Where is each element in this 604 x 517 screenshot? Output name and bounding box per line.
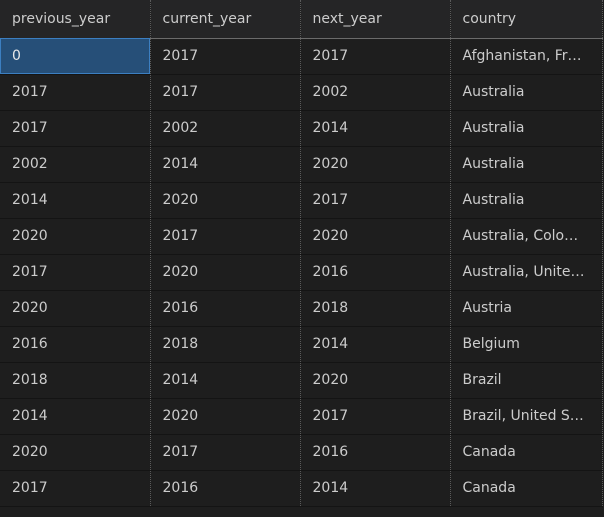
cell-country[interactable]: Afghanistan, Fr… <box>450 38 603 75</box>
table-row[interactable]: 2020 2017 2016 Canada <box>0 434 603 471</box>
cell-current-year[interactable]: 2020 <box>150 254 301 291</box>
cell-previous-year[interactable]: 2017 <box>0 74 151 111</box>
cell-current-year[interactable]: 2017 <box>150 38 301 75</box>
cell-country[interactable]: Brazil <box>450 362 603 399</box>
cell-country[interactable]: Australia <box>450 74 603 111</box>
cell-country[interactable]: Canada <box>450 470 603 507</box>
cell-previous-year[interactable]: 2014 <box>0 398 151 435</box>
cell-country[interactable]: Australia <box>450 110 603 147</box>
cell-next-year[interactable]: 2020 <box>300 218 451 255</box>
cell-previous-year[interactable]: 2014 <box>0 182 151 219</box>
cell-current-year[interactable]: 2002 <box>150 110 301 147</box>
column-header-country[interactable]: country <box>450 0 603 39</box>
cell-next-year[interactable]: 2017 <box>300 38 451 75</box>
table-row[interactable]: 2016 2018 2014 Belgium <box>0 326 603 363</box>
cell-previous-year[interactable]: 0 <box>0 38 151 75</box>
cell-next-year[interactable]: 2017 <box>300 398 451 435</box>
cell-previous-year[interactable]: 2017 <box>0 254 151 291</box>
cell-country[interactable]: Australia <box>450 182 603 219</box>
table-row[interactable]: 2017 2016 2014 Canada <box>0 470 603 507</box>
table-row[interactable]: 2017 2020 2016 Australia, Unite… <box>0 254 603 291</box>
cell-current-year[interactable]: 2014 <box>150 362 301 399</box>
cell-current-year[interactable]: 2018 <box>150 326 301 363</box>
cell-previous-year[interactable]: 2002 <box>0 146 151 183</box>
cell-country[interactable]: Australia, Unite… <box>450 254 603 291</box>
cell-next-year[interactable]: 2014 <box>300 326 451 363</box>
column-header-next-year[interactable]: next_year <box>300 0 451 39</box>
cell-previous-year[interactable]: 2020 <box>0 434 151 471</box>
cell-previous-year[interactable]: 2017 <box>0 110 151 147</box>
table-row[interactable]: 2020 2017 2020 Australia, Colo… <box>0 218 603 255</box>
cell-country[interactable]: Austria <box>450 290 603 327</box>
table-row[interactable]: 2017 2002 2014 Australia <box>0 110 603 147</box>
cell-country[interactable]: Australia <box>450 146 603 183</box>
cell-current-year[interactable]: 2016 <box>150 470 301 507</box>
table-row[interactable]: 0 2017 2017 Afghanistan, Fr… <box>0 38 603 75</box>
table-row[interactable]: 2014 2020 2017 Brazil, United S… <box>0 398 603 435</box>
cell-current-year[interactable]: 2020 <box>150 398 301 435</box>
cell-next-year[interactable]: 2002 <box>300 74 451 111</box>
cell-country[interactable]: Brazil, United S… <box>450 398 603 435</box>
cell-country[interactable]: Canada <box>450 434 603 471</box>
results-table: previous_year current_year next_year cou… <box>0 0 603 507</box>
cell-next-year[interactable]: 2014 <box>300 470 451 507</box>
cell-previous-year[interactable]: 2020 <box>0 218 151 255</box>
cell-current-year[interactable]: 2017 <box>150 74 301 111</box>
cell-current-year[interactable]: 2016 <box>150 290 301 327</box>
cell-country[interactable]: Australia, Colo… <box>450 218 603 255</box>
cell-current-year[interactable]: 2020 <box>150 182 301 219</box>
cell-next-year[interactable]: 2014 <box>300 110 451 147</box>
column-header-previous-year[interactable]: previous_year <box>0 0 151 39</box>
cell-next-year[interactable]: 2016 <box>300 434 451 471</box>
cell-next-year[interactable]: 2016 <box>300 254 451 291</box>
cell-current-year[interactable]: 2014 <box>150 146 301 183</box>
header-row: previous_year current_year next_year cou… <box>0 0 603 39</box>
table-row[interactable]: 2017 2017 2002 Australia <box>0 74 603 111</box>
cell-previous-year[interactable]: 2017 <box>0 470 151 507</box>
cell-next-year[interactable]: 2017 <box>300 182 451 219</box>
cell-next-year[interactable]: 2020 <box>300 146 451 183</box>
cell-previous-year[interactable]: 2016 <box>0 326 151 363</box>
cell-country[interactable]: Belgium <box>450 326 603 363</box>
cell-previous-year[interactable]: 2018 <box>0 362 151 399</box>
cell-current-year[interactable]: 2017 <box>150 218 301 255</box>
table-row[interactable]: 2018 2014 2020 Brazil <box>0 362 603 399</box>
table-row[interactable]: 2020 2016 2018 Austria <box>0 290 603 327</box>
table-row[interactable]: 2014 2020 2017 Australia <box>0 182 603 219</box>
cell-next-year[interactable]: 2020 <box>300 362 451 399</box>
table-body: 0 2017 2017 Afghanistan, Fr… 2017 2017 2002 Aus… <box>0 38 603 507</box>
cell-previous-year[interactable]: 2020 <box>0 290 151 327</box>
table-row[interactable]: 2002 2014 2020 Australia <box>0 146 603 183</box>
column-header-current-year[interactable]: current_year <box>150 0 301 39</box>
cell-current-year[interactable]: 2017 <box>150 434 301 471</box>
cell-next-year[interactable]: 2018 <box>300 290 451 327</box>
